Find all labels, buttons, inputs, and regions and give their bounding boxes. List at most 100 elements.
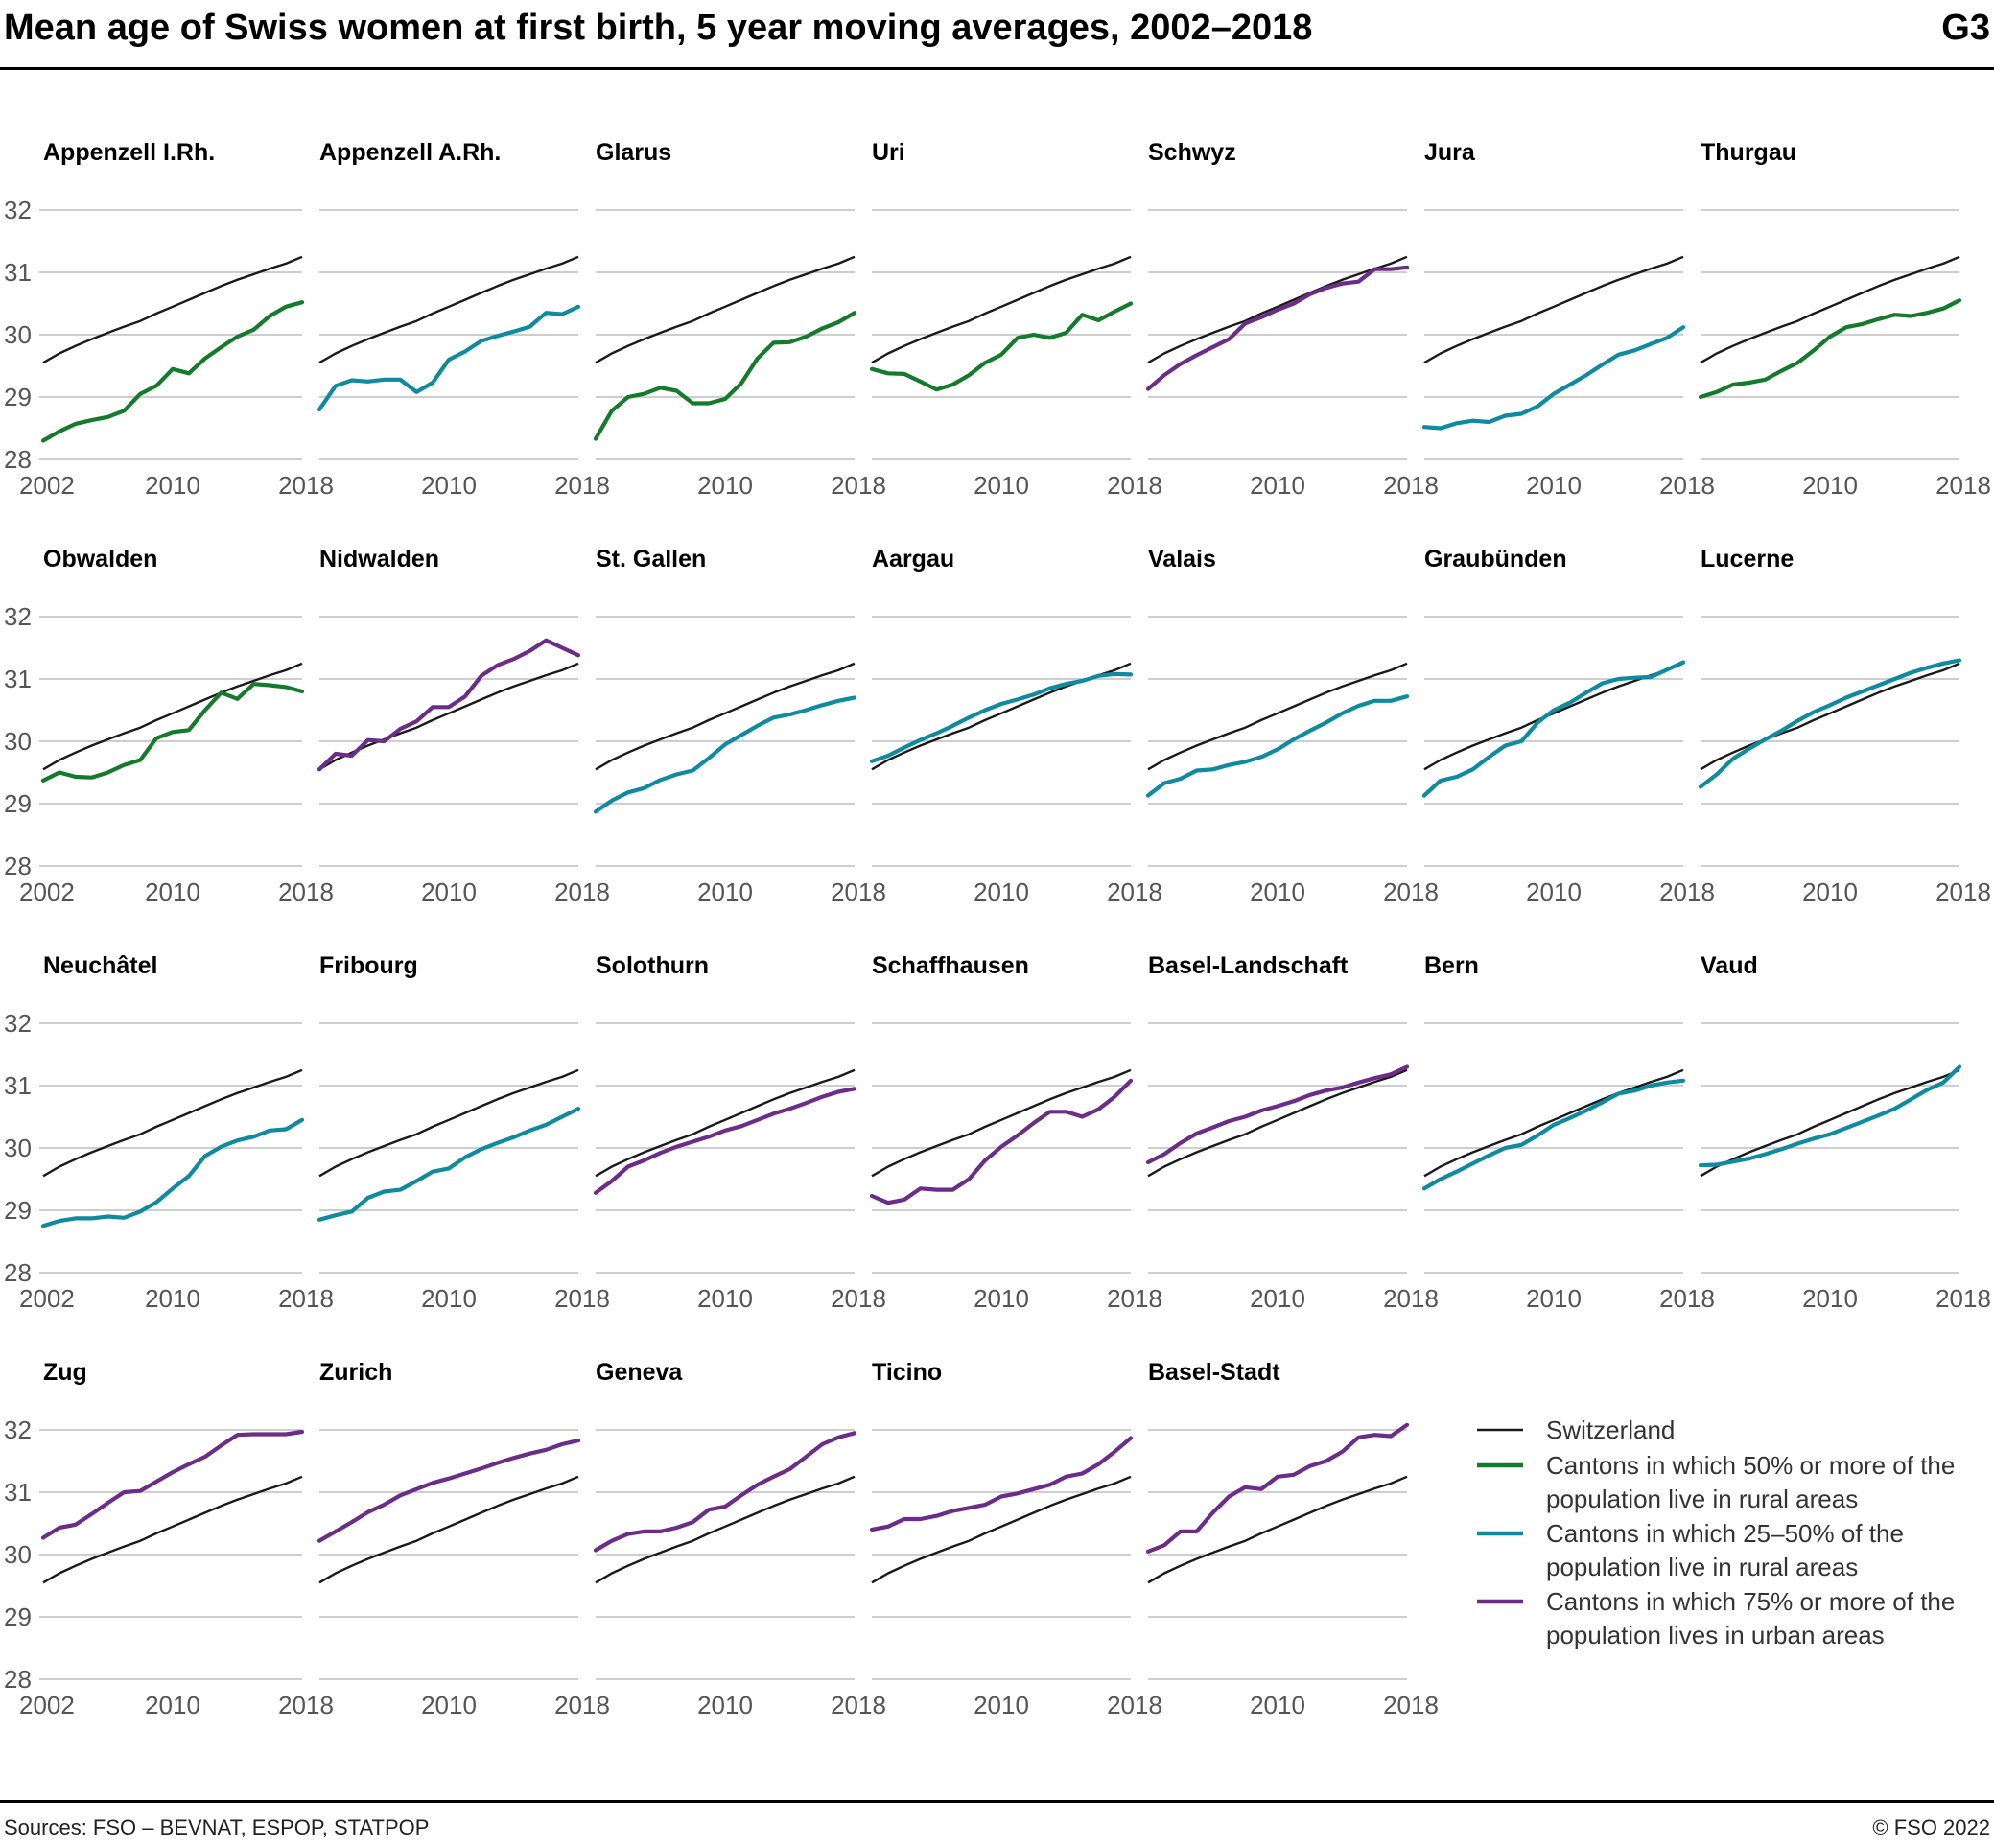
x-tick-label: 2018: [1383, 1691, 1439, 1719]
x-tick-label: 2010: [421, 471, 477, 500]
series-line-basel-stadt: [1145, 1422, 1410, 1554]
y-tick-label: 32: [4, 1415, 32, 1444]
x-tick-label: 2010: [974, 1284, 1029, 1313]
series-line-nidwalden: [317, 638, 581, 772]
panel-title-thurgau: Thurgau: [1701, 139, 1796, 166]
series-line-thurgau: [1698, 298, 1962, 400]
legend-label-switzerland: Switzerland: [1546, 1415, 1675, 1444]
x-tick-label: 2018: [1659, 877, 1715, 906]
x-tick-label: 2002: [19, 1284, 75, 1313]
series-line-switzerland: [871, 255, 1132, 364]
y-tick-label: 32: [4, 196, 32, 224]
y-tick-label: 30: [4, 727, 32, 756]
x-tick-label: 2010: [1250, 1284, 1305, 1313]
x-tick-label: 2018: [278, 1691, 334, 1719]
panel-title-bern: Bern: [1424, 952, 1479, 979]
x-tick-label: 2002: [19, 471, 75, 500]
panel-title-valais: Valais: [1148, 546, 1216, 573]
x-tick-label: 2010: [1802, 877, 1858, 906]
x-tick-label: 2002: [19, 1691, 75, 1719]
series-line-zug: [40, 1429, 305, 1540]
series-line-switzerland: [1700, 662, 1960, 771]
x-tick-label: 2010: [974, 471, 1029, 500]
series-line-fribourg: [317, 1106, 581, 1222]
panel-title-appenzell-a-rh: Appenzell A.Rh.: [319, 139, 501, 166]
series-line-switzerland: [595, 662, 856, 771]
x-tick-label: 2010: [1802, 1284, 1858, 1313]
series-line-switzerland: [595, 1475, 856, 1584]
series-line-ticino: [869, 1436, 1134, 1532]
y-tick-label: 32: [4, 1009, 32, 1038]
x-tick-label: 2018: [1383, 1284, 1439, 1313]
x-tick-label: 2002: [19, 877, 75, 906]
y-tick-label: 30: [4, 1540, 32, 1569]
series-line-valais: [1145, 694, 1410, 798]
x-tick-label: 2010: [1250, 877, 1305, 906]
y-tick-label: 29: [4, 789, 32, 818]
x-tick-label: 2018: [1935, 1284, 1991, 1313]
top-rule: [0, 67, 1994, 70]
series-line-switzerland: [1700, 1068, 1960, 1178]
series-line-appenzell-a-rh: [317, 304, 581, 412]
panel-title-lucerne: Lucerne: [1701, 546, 1794, 573]
series-line-switzerland: [1700, 255, 1960, 364]
x-tick-label: 2010: [145, 1284, 200, 1313]
x-tick-label: 2018: [1383, 471, 1439, 500]
series-line-switzerland: [42, 1475, 303, 1584]
y-tick-label: 29: [4, 1602, 32, 1631]
series-line-switzerland: [318, 1068, 579, 1178]
x-tick-label: 2018: [554, 1691, 610, 1719]
panel-title-zug: Zug: [43, 1359, 87, 1386]
series-line-switzerland: [1423, 255, 1684, 364]
series-line-switzerland: [1423, 1068, 1684, 1178]
series-line-geneva: [593, 1431, 857, 1553]
series-line-switzerland: [318, 255, 579, 364]
y-tick-label: 31: [4, 665, 32, 693]
panel-title-nidwalden: Nidwalden: [319, 546, 439, 573]
series-line-switzerland: [1147, 1068, 1408, 1178]
x-tick-label: 2010: [697, 1284, 753, 1313]
series-line-switzerland: [595, 255, 856, 364]
series-line-solothurn: [593, 1087, 857, 1195]
y-tick-label: 28: [4, 852, 32, 880]
x-tick-label: 2018: [1107, 1691, 1162, 1719]
x-tick-label: 2018: [1383, 877, 1439, 906]
legend-label-urban75: Cantons in which 75% or more of the: [1546, 1587, 1955, 1616]
panel-title-solothurn: Solothurn: [596, 952, 709, 979]
panel-title-st-gallen: St. Gallen: [596, 546, 706, 573]
legend-label-rural25_50: Cantons in which 25–50% of the: [1546, 1519, 1904, 1548]
panel-title-ticino: Ticino: [872, 1359, 942, 1386]
panel-title-glarus: Glarus: [596, 139, 671, 166]
series-line-jura: [1421, 325, 1686, 431]
y-tick-label: 31: [4, 258, 32, 287]
legend-label-rural25_50: population live in rural areas: [1546, 1553, 1858, 1581]
copyright-note: © FSO 2022: [1872, 1815, 1990, 1839]
x-tick-label: 2018: [1107, 471, 1162, 500]
series-line-bern: [1421, 1078, 1686, 1191]
legend-label-rural50: population live in rural areas: [1546, 1485, 1858, 1513]
y-tick-label: 28: [4, 1258, 32, 1287]
x-tick-label: 2018: [1107, 877, 1162, 906]
x-tick-label: 2010: [1250, 1691, 1305, 1719]
x-tick-label: 2010: [145, 877, 200, 906]
series-line-switzerland: [42, 1068, 303, 1178]
x-tick-label: 2010: [145, 471, 200, 500]
x-tick-label: 2018: [1935, 471, 1991, 500]
x-tick-label: 2010: [1526, 877, 1582, 906]
panel-title-zurich: Zurich: [319, 1359, 392, 1386]
series-line-aargau: [869, 671, 1134, 763]
x-tick-label: 2018: [554, 471, 610, 500]
x-tick-label: 2010: [145, 1691, 200, 1719]
x-tick-label: 2010: [421, 1691, 477, 1719]
series-line-appenzell-i-rh: [40, 300, 305, 443]
series-line-vaud: [1698, 1064, 1962, 1168]
x-tick-label: 2018: [1659, 1284, 1715, 1313]
sources-note: Sources: FSO – BEVNAT, ESPOP, STATPOP: [4, 1815, 430, 1839]
x-tick-label: 2018: [831, 471, 886, 500]
series-line-uri: [869, 301, 1134, 392]
series-line-schwyz: [1145, 265, 1410, 391]
panel-title-obwalden: Obwalden: [43, 546, 157, 573]
x-tick-label: 2018: [831, 877, 886, 906]
series-line-switzerland: [42, 255, 303, 364]
panel-title-basel-stadt: Basel-Stadt: [1148, 1359, 1280, 1386]
